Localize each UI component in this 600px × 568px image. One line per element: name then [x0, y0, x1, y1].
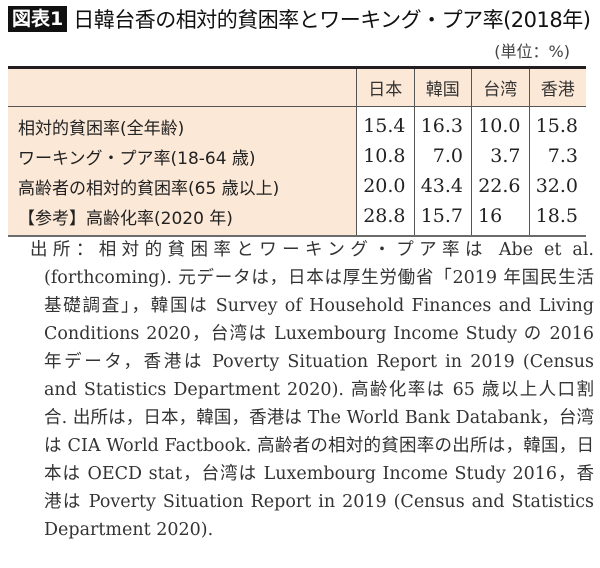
cell-japan: 28.8	[356, 201, 414, 236]
unit-label: (単位：%)	[494, 42, 570, 61]
figure-title: 図表1 日韓台香の相対的貧困率とワーキング・プア率(2018年)	[8, 4, 591, 34]
header-hongkong: 香港	[528, 67, 586, 107]
header-korea: 韓国	[413, 67, 472, 107]
row-label: 【参考】高齢化率(2020 年)	[8, 201, 357, 236]
cell-taiwan: 10.0	[471, 106, 529, 141]
cell-hongkong: 15.8	[528, 106, 586, 141]
table-row: 【参考】高齢化率(2020 年) 28.8 15.7 16 18.5	[8, 201, 586, 236]
cell-japan: 10.8	[356, 141, 414, 171]
header-taiwan: 台湾	[471, 67, 529, 107]
cell-korea: 15.7	[413, 201, 472, 236]
row-label: 相対的貧困率(全年齢)	[8, 106, 357, 141]
cell-hongkong: 18.5	[528, 201, 586, 236]
cell-hongkong: 7.3	[528, 141, 586, 171]
header-empty	[8, 67, 357, 107]
table-row: ワーキング・プア率(18-64 歳) 10.8 7.0 3.7 7.3	[8, 141, 586, 171]
cell-taiwan: 16	[471, 201, 529, 236]
table-row: 相対的貧困率(全年齢) 15.4 16.3 10.0 15.8	[8, 106, 586, 141]
cell-taiwan: 22.6	[471, 171, 529, 201]
cell-korea: 43.4	[413, 171, 472, 201]
source-note: 出所：相対的貧困率とワーキング・プア率は Abe et al. (forthco…	[30, 240, 594, 540]
header-japan: 日本	[356, 67, 414, 107]
figure-label: 図表1	[8, 6, 68, 32]
figure-title-text: 日韓台香の相対的貧困率とワーキング・プア率(2018年)	[73, 8, 591, 32]
cell-japan: 20.0	[356, 171, 414, 201]
cell-korea: 16.3	[413, 106, 472, 141]
table-header-row: 日本 韓国 台湾 香港	[8, 67, 586, 107]
cell-hongkong: 32.0	[528, 171, 586, 201]
row-label: 高齢者の相対的貧困率(65 歳以上)	[8, 171, 357, 201]
cell-taiwan: 3.7	[471, 141, 529, 171]
table-row: 高齢者の相対的貧困率(65 歳以上) 20.0 43.4 22.6 32.0	[8, 171, 586, 201]
cell-japan: 15.4	[356, 106, 414, 141]
cell-korea: 7.0	[413, 141, 472, 171]
row-label: ワーキング・プア率(18-64 歳)	[8, 141, 357, 171]
data-table: 日本 韓国 台湾 香港 相対的貧困率(全年齢) 15.4 16.3 10.0 1…	[8, 66, 586, 237]
